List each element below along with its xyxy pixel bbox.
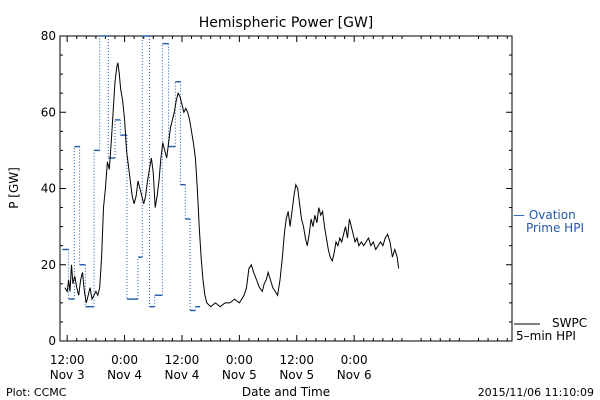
y-tick-label: 20: [41, 258, 56, 272]
x-tick-time: 0:00: [341, 353, 368, 367]
x-tick-time: 0:00: [226, 353, 253, 367]
x-tick-time: 12:00: [279, 353, 314, 367]
y-tick-label: 60: [41, 105, 56, 119]
x-tick-time: 12:00: [50, 353, 85, 367]
y-tick-label: 40: [41, 182, 56, 196]
legend-ovation-line1: — Ovation: [513, 208, 576, 222]
y-tick-label: 80: [41, 29, 56, 43]
x-tick-date: Nov 6: [337, 368, 372, 382]
x-tick-date: Nov 4: [165, 368, 200, 382]
x-tick-date: Nov 4: [107, 368, 142, 382]
y-tick-label: 0: [48, 334, 56, 348]
x-tick-time: 12:00: [165, 353, 200, 367]
swpc-line: [64, 62, 400, 308]
x-tick-date: Nov 5: [279, 368, 314, 382]
ovation-prime-series: [62, 35, 201, 312]
x-tick-date: Nov 5: [222, 368, 257, 382]
x-tick-time: 0:00: [111, 353, 138, 367]
plot-frame: [59, 35, 513, 342]
legend-ovation-line2: Prime HPI: [526, 221, 584, 235]
chart-title: Hemispheric Power [GW]: [199, 15, 374, 31]
footer-plot-credit: Plot: CCMC: [6, 386, 67, 399]
legend-swpc-line2: 5–min HPI: [516, 329, 576, 343]
y-axis-label: P [GW]: [7, 167, 21, 209]
y-axis-ticks: 0 20 40 60 80: [41, 29, 512, 348]
legend-swpc-line1: SWPC: [552, 316, 587, 330]
x-axis-label: Date and Time: [242, 385, 330, 399]
footer-timestamp: 2015/11/06 11:10:09: [478, 386, 594, 399]
swpc-series: [64, 62, 400, 308]
x-tick-date: Nov 3: [50, 368, 85, 382]
